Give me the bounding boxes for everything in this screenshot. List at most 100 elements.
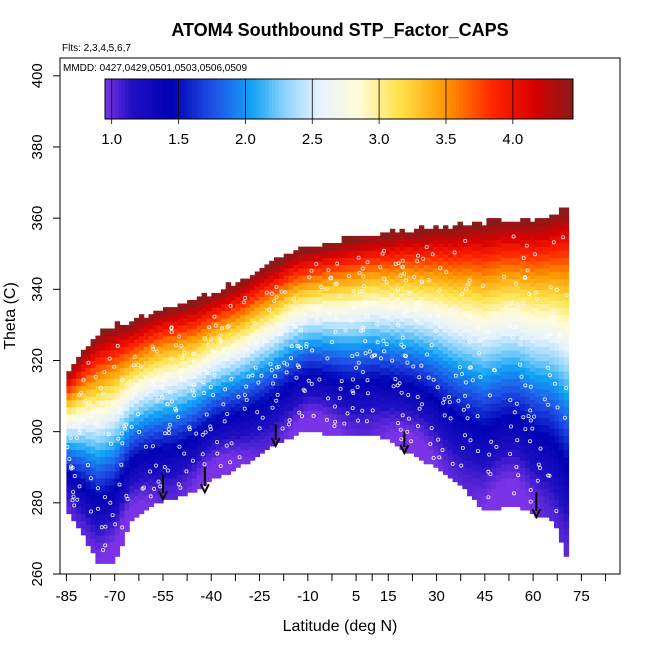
heatmap-cell [423,399,430,408]
heatmap-cell [143,502,150,511]
heatmap-cell [148,356,154,365]
heatmap-cell [472,235,478,244]
heatmap-cell [414,385,420,394]
heatmap-cell [177,360,183,369]
heatmap-cell [472,307,478,315]
heatmap-cell [245,428,251,436]
heatmap-cell [409,324,415,333]
heatmap-cell [66,406,72,415]
heatmap-cell [220,381,227,390]
heatmap-cell [520,467,526,475]
heatmap-cell [409,246,415,255]
heatmap-cell [418,253,425,262]
heatmap-cell [264,435,270,443]
observation-point [523,274,528,279]
observation-point [96,506,101,511]
heatmap-cell [225,453,232,461]
heatmap-cell [443,445,449,454]
heatmap-cell [76,463,82,472]
heatmap-cell [177,317,183,326]
heatmap-cell [486,431,492,440]
observation-point [174,343,179,348]
heatmap-cell [230,435,236,443]
heatmap-cell [520,431,526,440]
heatmap-cell [544,268,550,276]
heatmap-cell [240,285,246,294]
heatmap-cell [307,339,314,347]
heatmap-cell [327,321,333,329]
observation-point [167,390,172,395]
heatmap-cell [496,303,502,312]
heatmap-cell [520,495,526,504]
observation-point [152,486,157,491]
heatmap-cell [428,392,434,401]
heatmap-cell [554,506,560,515]
heatmap-cell [298,339,304,347]
heatmap-cell [317,332,323,340]
heatmap-cell [404,239,410,248]
heatmap-cell [341,413,347,422]
observation-point [382,277,387,282]
heatmap-cell [95,392,101,401]
observation-point [274,284,279,289]
heatmap-cell [332,300,338,308]
observation-point [552,321,557,326]
heatmap-cell [491,460,497,468]
heatmap-cell [293,399,299,408]
heatmap-cell [399,392,405,401]
heatmap-cell [365,349,372,358]
colorbar-segment [211,79,216,119]
heatmap-cell [491,253,497,262]
heatmap-cell [520,324,526,333]
heatmap-cell [389,335,396,344]
heatmap-cell [563,314,570,322]
heatmap-cell [389,285,396,294]
heatmap-cell [100,435,106,443]
heatmap-cell [486,474,492,483]
heatmap-cell [515,477,521,486]
heatmap-cell [109,520,116,529]
heatmap-cell [428,257,434,265]
heatmap-cell [336,371,343,379]
heatmap-cell [182,431,188,440]
heatmap-cell [399,314,405,322]
observation-point [243,295,248,300]
heatmap-cell [491,481,497,490]
heatmap-cell [433,232,439,241]
heatmap-cell [163,342,169,351]
heatmap-cell [525,303,531,312]
heatmap-cell [549,470,555,479]
heatmap-cell [143,453,150,461]
observation-point [137,429,142,434]
colorbar-segment [262,79,266,119]
heatmap-cell [423,228,430,237]
heatmap-cell [558,449,565,458]
heatmap-cell [192,364,198,372]
heatmap-cell [269,275,275,283]
heatmap-cell [505,221,512,230]
observation-point [173,406,178,411]
heatmap-cell [138,371,145,379]
observation-point [396,261,401,266]
heatmap-cell [216,435,222,443]
heatmap-cell [351,300,357,308]
heatmap-cell [124,495,130,504]
heatmap-cell [105,421,111,429]
heatmap-cell [520,502,526,511]
observation-point [411,364,416,369]
heatmap-cell [380,374,386,383]
heatmap-cell [124,360,130,369]
heatmap-cell [240,314,246,322]
heatmap-cell [119,396,125,404]
heatmap-cell [404,410,410,418]
heatmap-cell [114,428,121,436]
heatmap-cell [418,260,425,269]
heatmap-cell [418,282,425,290]
heatmap-cell [76,520,82,529]
heatmap-cell [341,364,347,372]
heatmap-cell [230,285,236,294]
heatmap-cell [259,374,265,383]
heatmap-cell [500,342,507,351]
heatmap-cell [114,470,121,479]
heatmap-cell [346,406,352,415]
